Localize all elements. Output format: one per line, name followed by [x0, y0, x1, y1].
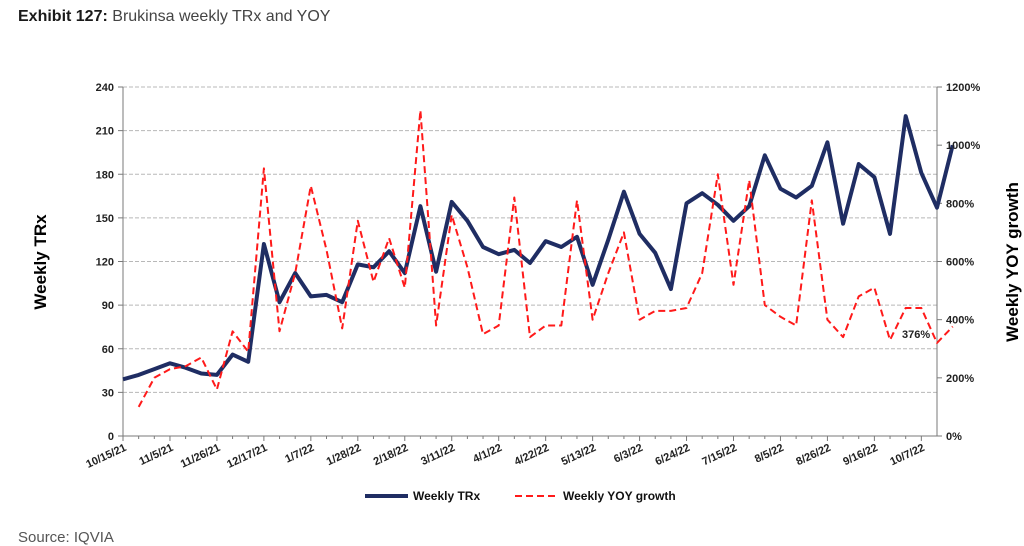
x-tick-label-11: 6/3/22: [612, 442, 645, 466]
source-note: Source: IQVIA: [18, 529, 114, 546]
exhibit-label: Exhibit 127:: [18, 8, 108, 25]
axes: [118, 86, 942, 441]
yoy-point-26: [544, 324, 547, 327]
series-line-trx: [122, 114, 955, 382]
right-tick-label-5: 1000%: [946, 140, 980, 152]
left-tick-label-30: 30: [102, 387, 114, 399]
yoy-point-42: [795, 324, 798, 327]
x-tick-label-0: 10/15/21: [84, 442, 128, 471]
x-tick-label-17: 10/7/22: [888, 442, 926, 468]
x-tick-label-14: 8/5/22: [753, 442, 786, 466]
last-value-annotation: 376%: [902, 329, 930, 341]
x-tick-label-12: 6/24/22: [653, 442, 691, 468]
y-axis-left-title: Weekly TRx: [31, 214, 50, 310]
right-tick-label-6: 1200%: [946, 82, 980, 94]
left-tick-label-120: 120: [96, 257, 114, 269]
yoy-point-15: [372, 280, 375, 283]
x-tick-label-9: 4/22/22: [513, 442, 551, 468]
yoy-point-12: [325, 248, 328, 251]
right-tick-label-4: 800%: [946, 198, 974, 210]
x-tick-label-1: 11/5/21: [137, 442, 175, 468]
x-tick-label-16: 9/16/22: [841, 442, 879, 468]
y-axis-right-title: Weekly YOY growth: [1003, 182, 1022, 342]
x-tick-label-15: 8/26/22: [794, 442, 832, 468]
x-tick-label-10: 5/13/22: [560, 442, 598, 468]
series-line-yoy: [137, 109, 954, 408]
x-tick-label-8: 4/1/22: [471, 442, 504, 466]
left-tick-label-60: 60: [102, 344, 114, 356]
x-tick-label-13: 7/15/22: [700, 442, 738, 468]
legend-label-yoy: Weekly YOY growth: [563, 489, 676, 503]
x-tick-label-7: 3/11/22: [419, 442, 457, 468]
x-tick-label-3: 12/17/21: [225, 442, 269, 471]
exhibit-title-text: Brukinsa weekly TRx and YOY: [112, 8, 331, 25]
right-tick-label-3: 600%: [946, 257, 974, 269]
series-lines: [122, 109, 955, 408]
x-tick-label-5: 1/28/22: [325, 442, 363, 468]
right-tick-label-1: 200%: [946, 373, 974, 385]
legend-label-trx: Weekly TRx: [413, 489, 480, 503]
left-tick-label-180: 180: [96, 169, 114, 181]
x-tick-label-6: 2/18/22: [372, 442, 410, 468]
right-tick-label-2: 400%: [946, 315, 974, 327]
left-tick-label-90: 90: [102, 300, 114, 312]
right-tick-label-0: 0%: [946, 431, 962, 443]
legend: Weekly TRx Weekly YOY growth: [365, 489, 676, 503]
left-tick-label-0: 0: [108, 431, 114, 443]
left-tick-label-210: 210: [96, 126, 114, 138]
x-tick-label-2: 11/26/21: [179, 442, 222, 471]
x-tick-label-4: 1/7/22: [283, 442, 316, 466]
tick-labels: 0 30 60 90 120 150 180 210 240 0% 200% 400% 600% 800%…: [84, 82, 980, 471]
left-tick-label-150: 150: [96, 213, 114, 225]
exhibit-title: Exhibit 127: Brukinsa weekly TRx and YOY: [18, 8, 330, 26]
left-tick-label-240: 240: [96, 82, 114, 94]
gridlines: [123, 86, 937, 393]
